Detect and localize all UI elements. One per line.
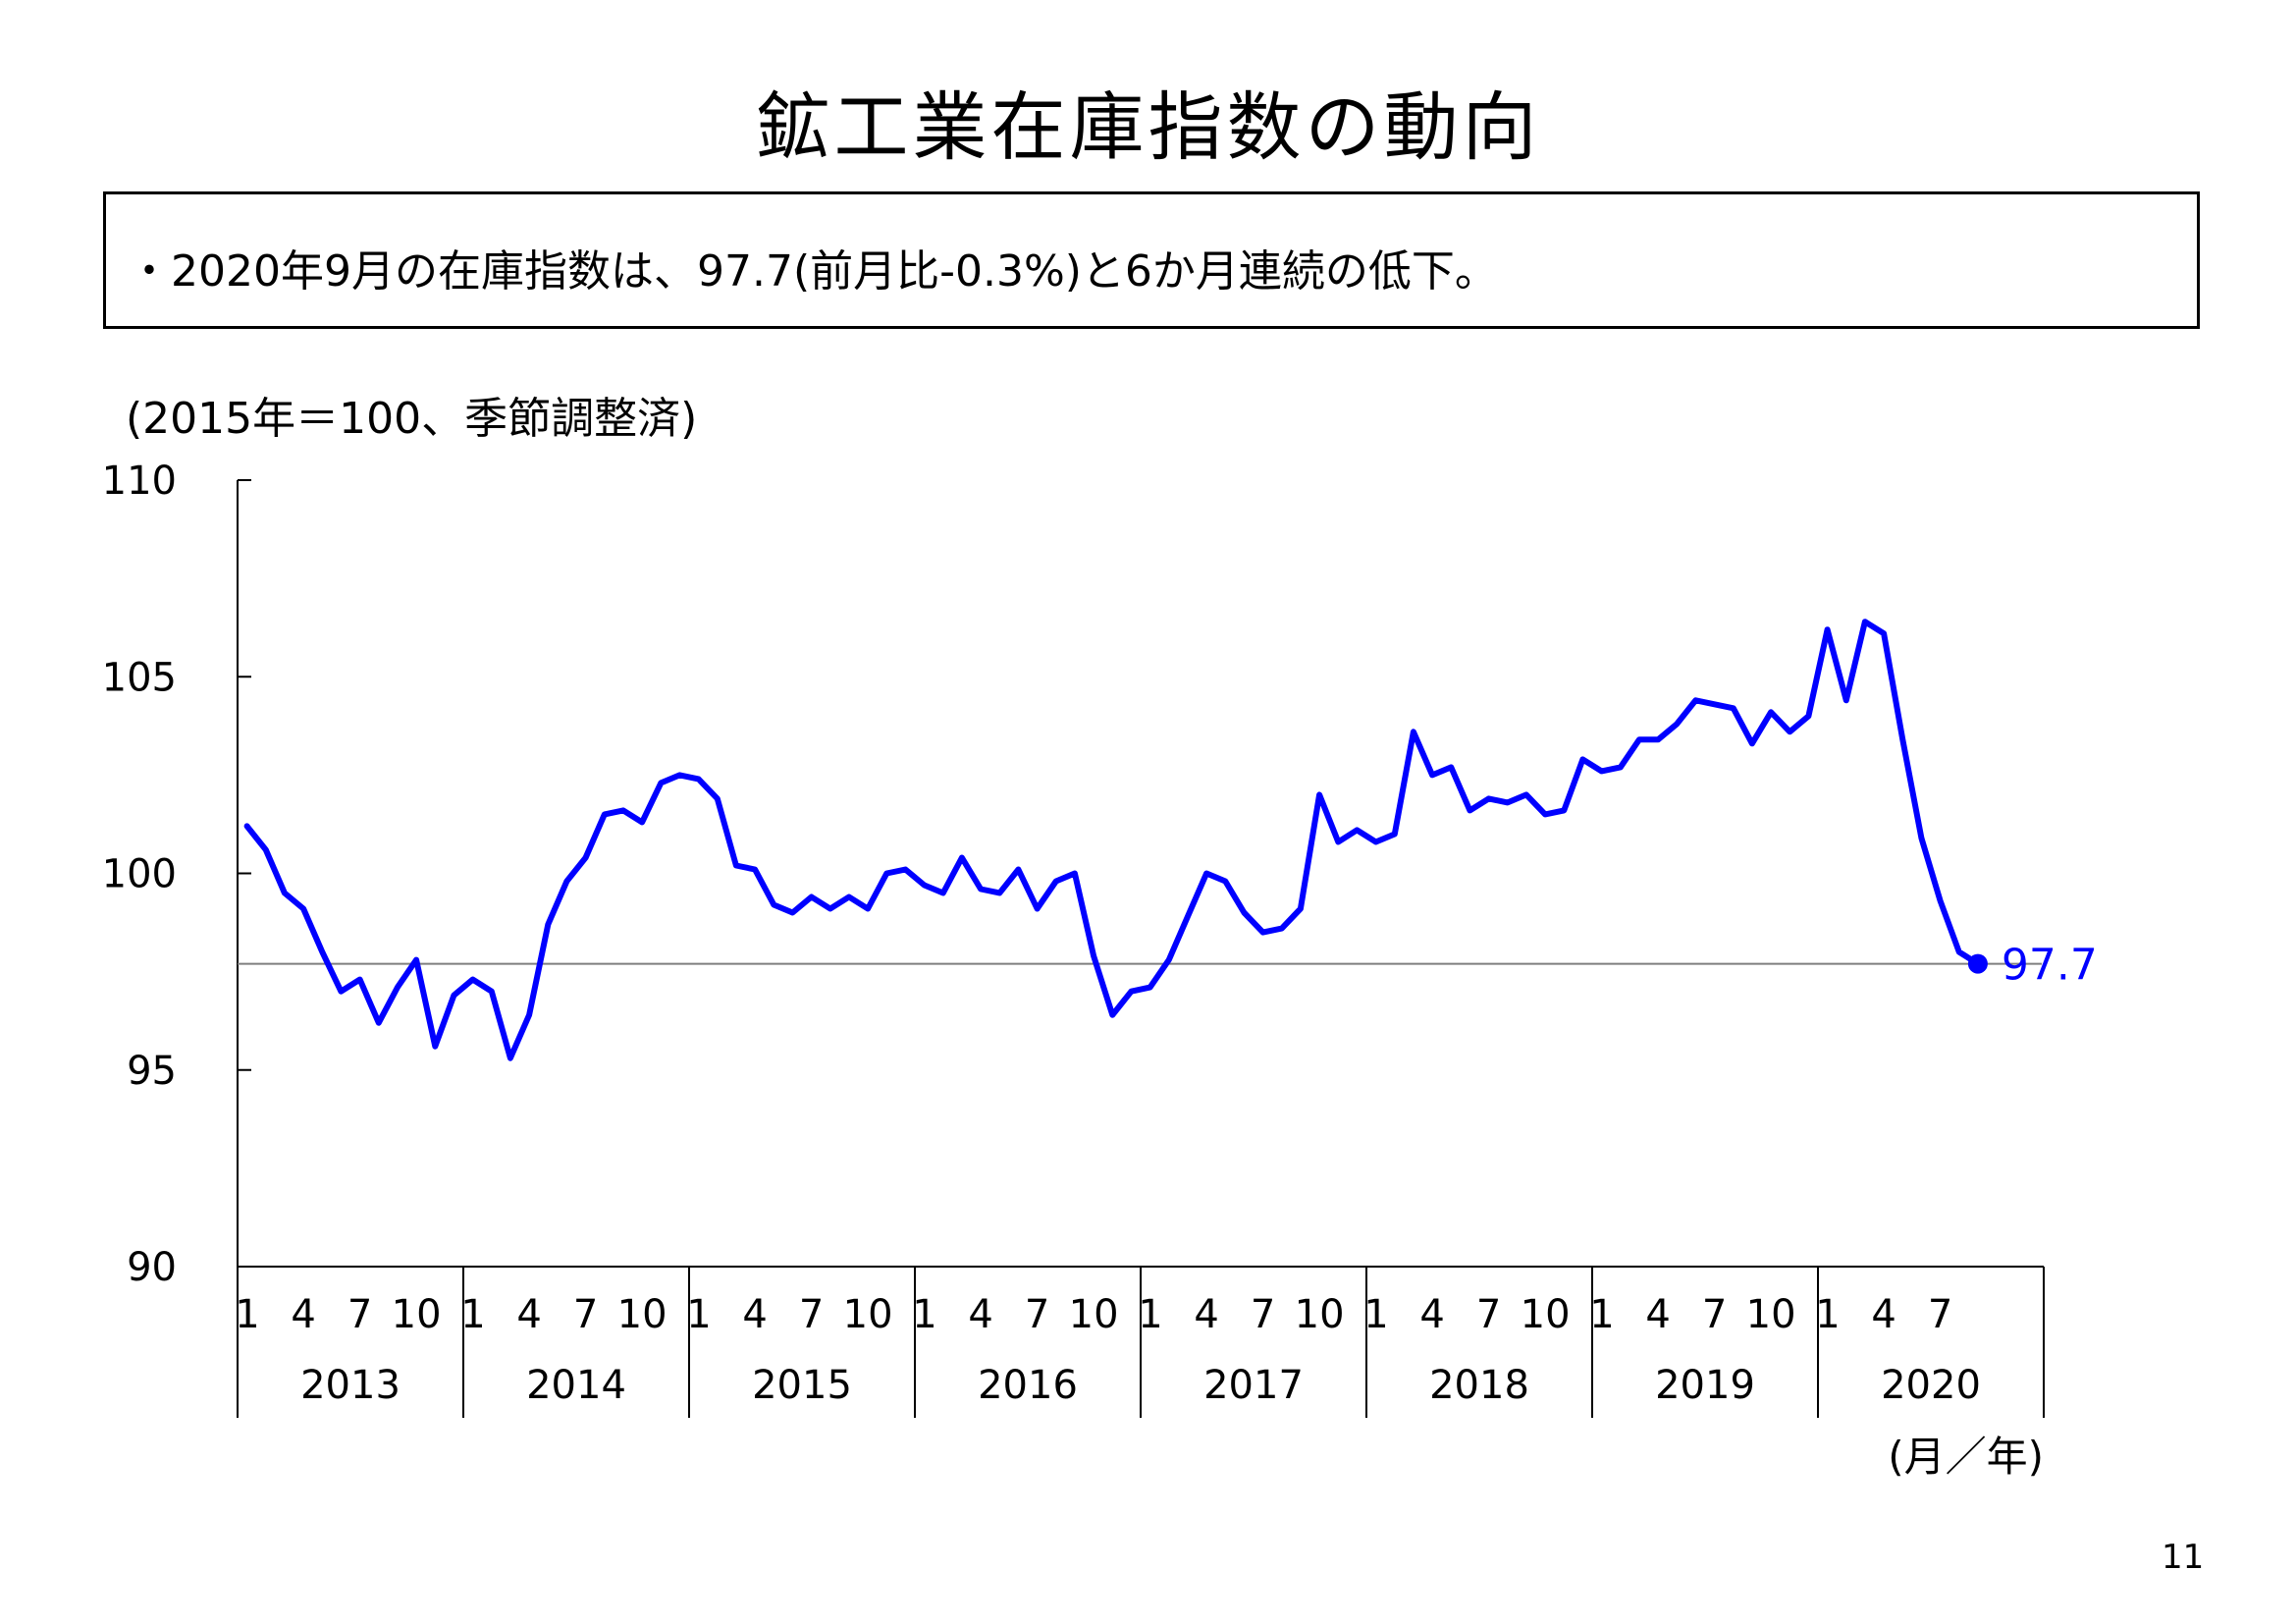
- month-tick-label: 4: [291, 1292, 315, 1337]
- year-label: 2014: [526, 1363, 626, 1408]
- month-tick-label: 4: [1194, 1292, 1218, 1337]
- month-tick-label: 4: [1645, 1292, 1670, 1337]
- y-tick-label: 95: [127, 1049, 177, 1094]
- x-axis-unit-label: (月／年): [1888, 1433, 2044, 1481]
- y-tick-label: 105: [102, 655, 177, 700]
- month-tick-label: 7: [1025, 1292, 1049, 1337]
- page-title: 鉱工業在庫指数の動向: [755, 83, 1541, 171]
- last-point-marker: [1967, 953, 1988, 974]
- year-label: 2020: [1881, 1363, 1981, 1408]
- month-tick-label: 4: [1419, 1292, 1444, 1337]
- y-tick-label: 90: [127, 1245, 177, 1290]
- month-tick-label: 4: [516, 1292, 541, 1337]
- month-tick-label: 7: [1476, 1292, 1501, 1337]
- month-tick-label: 7: [573, 1292, 598, 1337]
- month-tick-label: 1: [1815, 1292, 1840, 1337]
- month-tick-label: 4: [742, 1292, 767, 1337]
- summary-box: ・2020年9月の在庫指数は、97.7(前月比-0.3%)と6か月連続の低下。: [103, 191, 2200, 329]
- y-tick-label: 100: [102, 852, 177, 897]
- year-label: 2015: [752, 1363, 852, 1408]
- month-tick-label: 1: [1363, 1292, 1388, 1337]
- month-tick-label: 7: [1928, 1292, 1952, 1337]
- month-tick-label: 10: [1069, 1292, 1119, 1337]
- y-tick-label: 110: [102, 459, 177, 504]
- month-tick-label: 7: [1702, 1292, 1727, 1337]
- last-value-label: 97.7: [2002, 941, 2098, 991]
- month-tick-label: 10: [1521, 1292, 1571, 1337]
- year-label: 2017: [1203, 1363, 1304, 1408]
- year-label: 2013: [300, 1363, 400, 1408]
- summary-text: ・2020年9月の在庫指数は、97.7(前月比-0.3%)と6か月連続の低下。: [128, 246, 1498, 297]
- month-tick-label: 1: [686, 1292, 711, 1337]
- month-tick-label: 10: [843, 1292, 893, 1337]
- series-line: [243, 619, 1981, 1061]
- month-tick-label: 7: [1251, 1292, 1275, 1337]
- month-tick-label: 10: [392, 1292, 442, 1337]
- month-tick-label: 10: [1295, 1292, 1345, 1337]
- year-label: 2018: [1429, 1363, 1529, 1408]
- year-label: 2019: [1655, 1363, 1755, 1408]
- month-tick-label: 1: [235, 1292, 259, 1337]
- month-tick-label: 1: [1589, 1292, 1614, 1337]
- month-tick-label: 1: [1138, 1292, 1162, 1337]
- month-tick-label: 10: [617, 1292, 667, 1337]
- month-tick-label: 7: [799, 1292, 824, 1337]
- year-label: 2016: [978, 1363, 1078, 1408]
- month-tick-label: 10: [1746, 1292, 1796, 1337]
- month-tick-label: 7: [347, 1292, 372, 1337]
- month-tick-label: 4: [968, 1292, 992, 1337]
- month-tick-label: 1: [912, 1292, 936, 1337]
- month-tick-label: 1: [460, 1292, 485, 1337]
- page-number: 11: [2162, 1538, 2205, 1577]
- y-axis-unit-note: (2015年＝100、季節調整済): [126, 394, 698, 444]
- month-tick-label: 4: [1871, 1292, 1896, 1337]
